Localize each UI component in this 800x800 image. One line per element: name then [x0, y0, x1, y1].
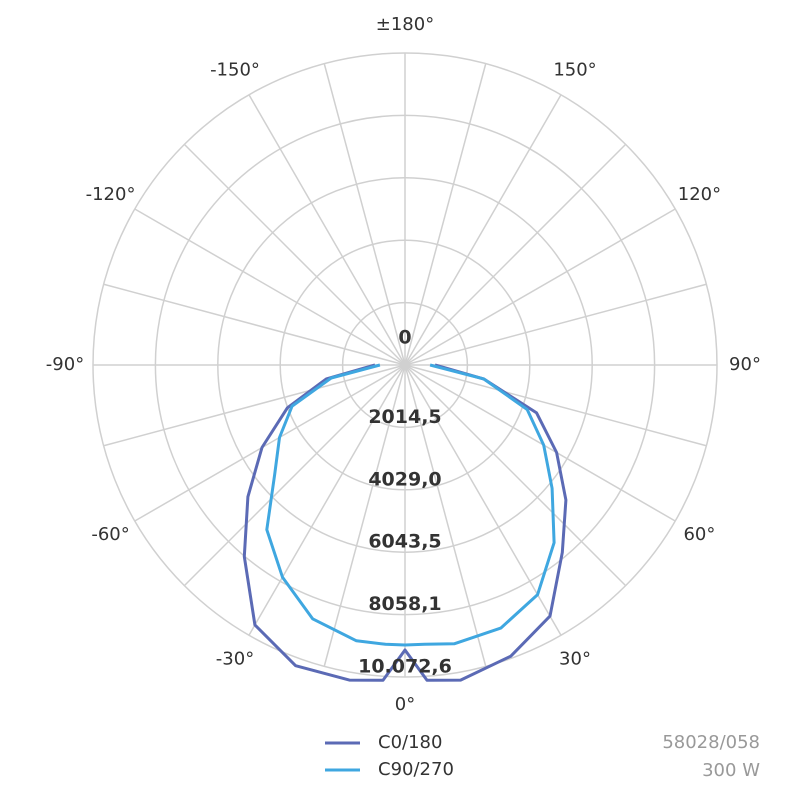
ring-label: 2014,5: [368, 406, 441, 428]
grid-spoke: [183, 143, 406, 366]
angle-label: -30°: [216, 648, 254, 669]
grid-spoke: [183, 364, 406, 587]
grid-spoke: [323, 364, 406, 667]
ring-label: 0: [398, 327, 411, 349]
ring-label: 10.072,6: [358, 656, 452, 678]
angle-label: 0°: [395, 694, 415, 715]
grid-spoke: [404, 364, 676, 522]
grid-spoke: [404, 63, 487, 366]
grid-spoke: [404, 283, 707, 366]
grid-spoke: [134, 364, 406, 522]
grid-spoke: [404, 208, 676, 366]
angle-label: 60°: [683, 524, 715, 545]
angle-label: -60°: [91, 524, 129, 545]
grid-spoke: [248, 364, 406, 636]
angle-label: 30°: [559, 648, 591, 669]
grid-spoke: [134, 208, 406, 366]
grid-spoke: [103, 283, 406, 366]
series-line: [265, 363, 556, 647]
legend-label: C0/180: [378, 732, 442, 753]
grid-spoke: [404, 364, 562, 636]
angle-label: -90°: [46, 354, 84, 375]
series-line: [242, 363, 568, 682]
legend-label: C90/270: [378, 759, 454, 780]
ring-label: 8058,1: [368, 593, 441, 615]
angle-label: -120°: [86, 184, 136, 205]
grid-spoke: [248, 94, 406, 366]
grid-spoke: [323, 63, 406, 366]
annotation: 58028/058: [662, 732, 760, 753]
angle-label: 150°: [553, 60, 596, 81]
ring-label: 4029,0: [368, 468, 441, 490]
angle-label: 90°: [729, 354, 761, 375]
grid-spoke: [404, 94, 562, 366]
ring-label: 6043,5: [368, 531, 441, 553]
annotation: 300 W: [702, 760, 760, 781]
angle-label: 120°: [678, 184, 721, 205]
grid-spoke: [404, 143, 627, 366]
angle-label: ±180°: [376, 14, 434, 35]
grid-spoke: [404, 364, 707, 447]
grid-spoke: [404, 364, 487, 667]
angle-label: -150°: [210, 60, 260, 81]
grid-spoke: [103, 364, 406, 447]
grid-spoke: [404, 364, 627, 587]
